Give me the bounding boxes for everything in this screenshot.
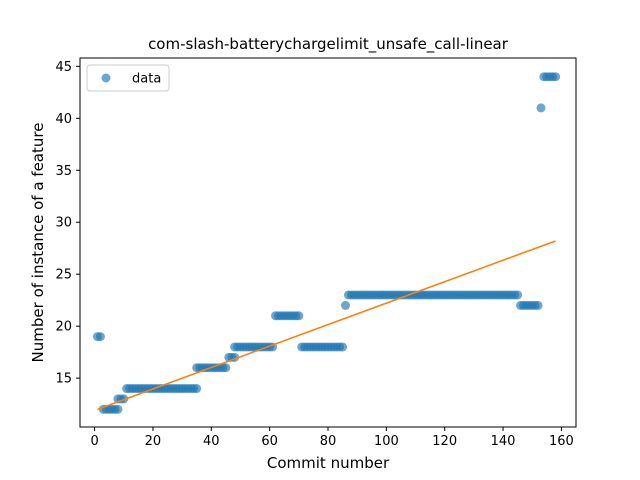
data-point bbox=[192, 384, 202, 394]
data-point bbox=[533, 300, 543, 310]
data-point bbox=[341, 300, 351, 310]
data-point bbox=[95, 332, 105, 342]
x-tick-label: 20 bbox=[145, 434, 162, 449]
x-tick-label: 160 bbox=[549, 434, 574, 449]
data-points bbox=[93, 72, 561, 414]
legend-entry-data: data bbox=[132, 72, 161, 87]
legend: data bbox=[86, 64, 170, 92]
data-point bbox=[294, 311, 304, 321]
x-tick-label: 100 bbox=[374, 434, 399, 449]
y-axis-label: Number of instance of a feature bbox=[29, 123, 47, 363]
data-point bbox=[338, 342, 348, 352]
fit-lines bbox=[97, 240, 556, 411]
y-tick-label: 25 bbox=[55, 268, 72, 283]
x-tick-label: 140 bbox=[491, 434, 516, 449]
data-point bbox=[513, 290, 523, 300]
y-tick-label: 40 bbox=[55, 112, 72, 127]
y-tick-label: 15 bbox=[55, 372, 72, 387]
y-tick-label: 20 bbox=[55, 320, 72, 335]
y-axis-ticks: 15 20 25 30 35 40 45 bbox=[55, 60, 80, 387]
x-tick-label: 80 bbox=[320, 434, 337, 449]
fit-line bbox=[97, 240, 556, 411]
y-tick-label: 45 bbox=[55, 60, 72, 75]
legend-frame bbox=[86, 64, 170, 92]
x-tick-label: 0 bbox=[90, 434, 98, 449]
x-tick-label: 60 bbox=[261, 434, 278, 449]
data-point bbox=[221, 363, 231, 373]
data-point bbox=[536, 103, 546, 113]
legend-marker bbox=[101, 73, 111, 83]
y-tick-label: 35 bbox=[55, 164, 72, 179]
x-tick-label: 120 bbox=[432, 434, 457, 449]
y-tick-label: 30 bbox=[55, 216, 72, 231]
x-tick-label: 40 bbox=[203, 434, 220, 449]
axes-frame bbox=[79, 57, 577, 428]
x-axis-ticks: 0 20 40 60 80 100 120 140 160 bbox=[90, 427, 574, 449]
data-point bbox=[113, 404, 123, 414]
data-point bbox=[551, 72, 561, 82]
x-axis-label: Commit number bbox=[267, 454, 390, 472]
chart-title: com-slash-batterychargelimit_unsafe_call… bbox=[148, 35, 509, 54]
